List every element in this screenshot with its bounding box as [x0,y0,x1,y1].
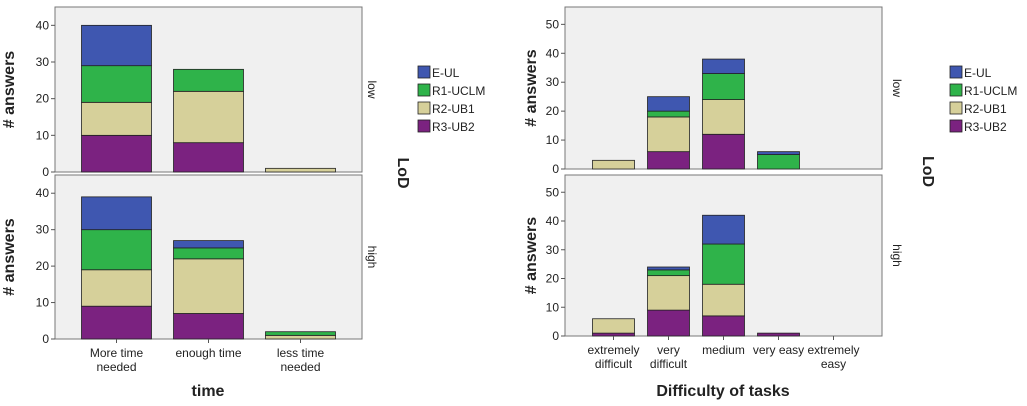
y-tick-label: 0 [42,332,49,346]
bar-segment [702,283,745,317]
y-tick-label: 20 [546,104,560,118]
x-tick-label: less time needed [277,346,325,374]
y-tick-label: 0 [552,329,559,343]
y-axis-label: # answers [1,51,18,128]
legend-swatch [417,119,431,133]
bar-segment [702,315,745,337]
bar-segment [81,65,152,103]
x-tick-label: enough time [175,346,241,360]
x-tick-label: extremely difficult [587,343,639,371]
x-tick-label: extremely easy [807,343,859,371]
bar-segment [173,258,244,314]
legend-swatch [417,65,431,79]
bar-segment [647,96,690,112]
bar-segment [647,309,690,337]
bar-segment [81,134,152,173]
bar-segment [265,334,336,340]
bar-segment [647,275,690,311]
bar-segment [757,154,800,170]
bar-segment [647,266,690,271]
y-tick-label: 40 [546,46,560,60]
facet-title: LoD [394,157,411,188]
legend-swatch [949,101,963,115]
bar-segment [592,318,635,334]
y-tick-label: 10 [546,133,560,147]
bar-segment [173,142,244,173]
y-tick-label: 30 [36,223,50,237]
bar-segment [173,247,244,260]
legend-label: R2-UB1 [432,102,475,116]
legend-swatch [949,65,963,79]
legend-label: E-UL [432,66,460,80]
y-tick-label: 40 [36,186,50,200]
legend-swatch [417,83,431,97]
facet-title: LoD [919,156,936,187]
y-tick-label: 40 [546,214,560,228]
y-tick-label: 30 [546,243,560,257]
bar-segment [702,99,745,135]
y-tick-label: 10 [36,296,50,310]
legend-label: R3-UB2 [964,120,1007,134]
bar-segment [757,332,800,337]
x-tick-label: More time needed [90,346,144,374]
facet-label: high [890,244,904,267]
legend-swatch [949,83,963,97]
legend-swatch [417,101,431,115]
y-tick-label: 30 [546,75,560,89]
x-axis-label: Difficulty of tasks [656,383,789,400]
bar-segment [647,116,690,153]
bar-segment [173,240,244,249]
bar-segment [647,269,690,277]
bar-segment [81,24,152,67]
bar-segment [265,167,336,173]
bar-segment [173,90,244,144]
bar-segment [702,243,745,285]
bar-segment [592,332,635,337]
y-tick-label: 10 [36,128,50,142]
facet-label: low [365,80,379,98]
x-tick-label: medium [702,343,745,357]
y-tick-label: 40 [36,18,50,32]
y-tick-label: 20 [36,92,50,106]
legend-label: R3-UB2 [432,120,475,134]
bar-segment [265,331,336,336]
bar-segment [647,110,690,118]
bar-segment [757,151,800,155]
bar-segment [702,58,745,74]
legend-label: R2-UB1 [964,102,1007,116]
facet-label: low [890,79,904,97]
y-tick-label: 0 [42,165,49,179]
legend-label: E-UL [964,66,992,80]
bar-segment [81,269,152,307]
y-axis-label: # answers [523,49,540,126]
y-tick-label: 0 [552,162,559,176]
y-tick-label: 30 [36,55,50,69]
facet-label: high [365,246,379,269]
y-axis-label: # answers [1,218,18,295]
bar-segment [81,196,152,231]
bar-segment [592,159,635,170]
bar-segment [647,151,690,170]
bar-segment [702,133,745,170]
y-tick-label: 20 [546,272,560,286]
bar-segment [81,305,152,340]
legend-label: R1-UCLM [964,84,1017,98]
bar-segment [81,229,152,271]
y-tick-label: 10 [546,300,560,314]
y-axis-label: # answers [523,217,540,294]
bar-segment [173,68,244,92]
y-tick-label: 50 [546,17,560,31]
bar-segment [702,73,745,100]
legend-swatch [949,119,963,133]
x-axis-label: time [192,383,225,400]
bar-segment [702,214,745,245]
x-tick-label: very difficult [650,343,688,371]
y-tick-label: 50 [546,185,560,199]
legend-label: R1-UCLM [432,84,485,98]
bar-segment [173,313,244,340]
bar-segment [81,101,152,136]
y-tick-label: 20 [36,259,50,273]
x-tick-label: very easy [753,343,804,357]
